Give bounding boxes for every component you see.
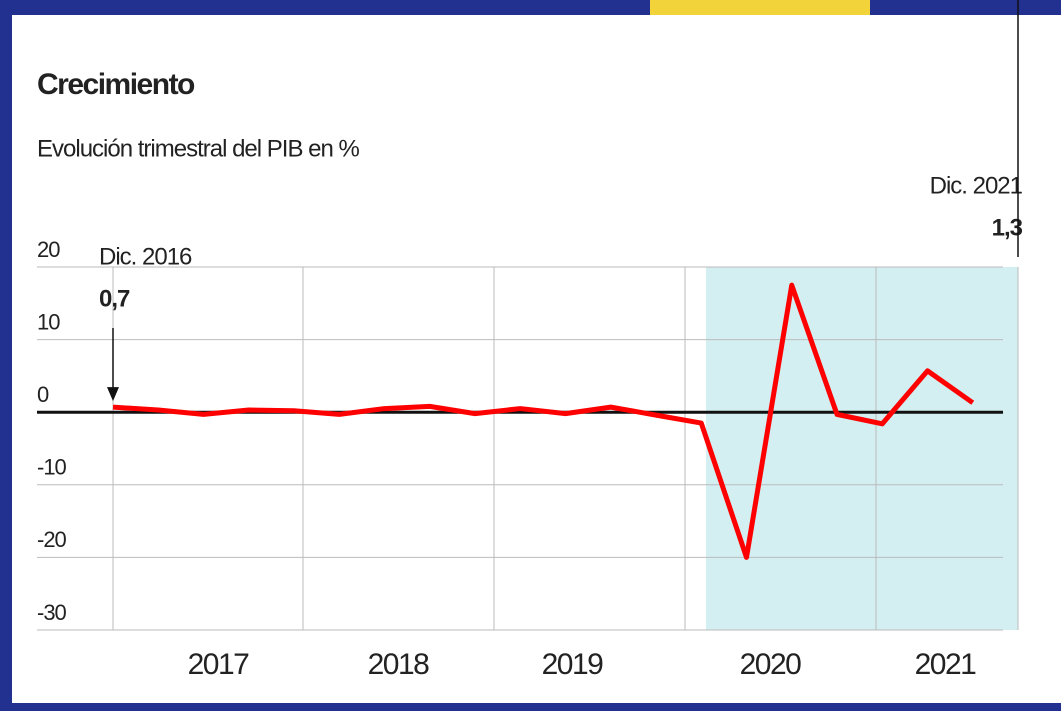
chart: Crecimiento Evolución trimestral del PIB… (0, 0, 1061, 711)
decor (650, 0, 870, 15)
point-label: Dic. 2016 (99, 243, 192, 270)
page: {"chart_data": {"type": "line", "title":… (0, 0, 1061, 711)
x-year-label: 2018 (368, 648, 430, 681)
point-label: Dic. 2021 (930, 172, 1023, 199)
y-tick-label: -30 (37, 600, 67, 625)
y-tick-label: -10 (37, 455, 67, 480)
y-tick-label: 20 (37, 237, 60, 262)
value-label: 0,7 (99, 285, 130, 312)
x-year-label: 2021 (915, 648, 977, 681)
chart-title: Crecimiento (37, 68, 195, 101)
y-tick-label: 10 (37, 309, 60, 334)
x-year-label: 2019 (542, 648, 604, 681)
y-tick-label: 0 (37, 382, 49, 407)
x-year-label: 2020 (740, 648, 802, 681)
chart-subtitle: Evolución trimestral del PIB en % (37, 135, 359, 162)
highlight-period (706, 267, 1018, 630)
x-year-label: 2017 (188, 648, 250, 681)
y-tick-label: -20 (37, 527, 67, 552)
